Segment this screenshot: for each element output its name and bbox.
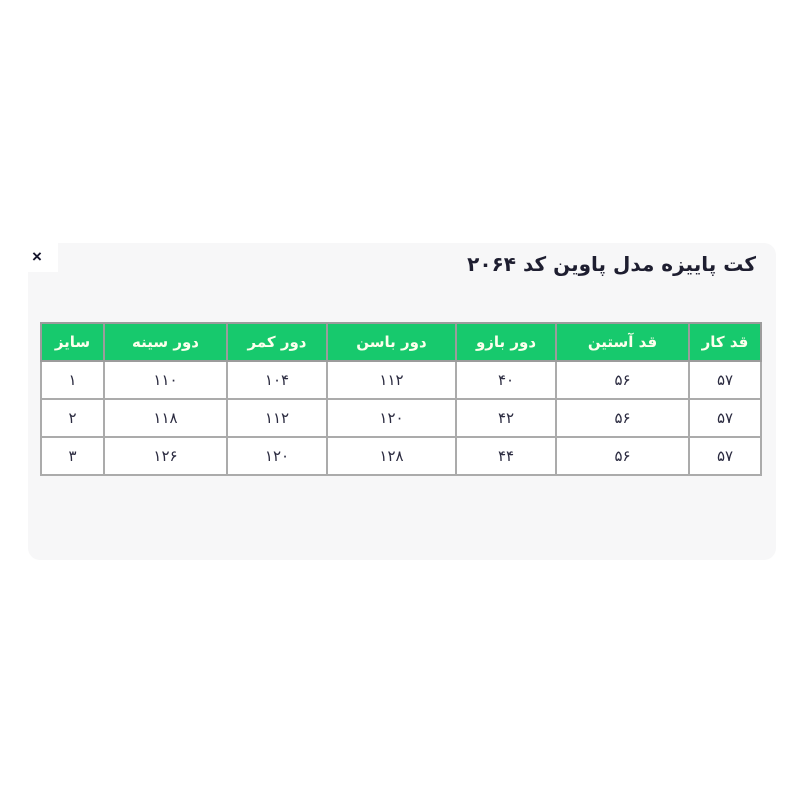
size-cell: ۵۶ — [555, 360, 690, 400]
table-row-size-1: ۵۷ ۵۶ ۴۰ ۱۱۲ ۱۰۴ ۱۱۰ ۱ — [40, 360, 762, 400]
size-cell: ۵۷ — [688, 398, 762, 438]
size-cell: ۱۲۶ — [103, 436, 228, 476]
size-chart-card: × کت پاییزه مدل پاوین کد ۲۰۶۴ قد کار قد … — [28, 238, 776, 560]
size-cell: ۱۲۰ — [326, 398, 457, 438]
size-cell: ۱ — [40, 360, 105, 400]
table-row-size-3: ۵۷ ۵۶ ۴۴ ۱۲۸ ۱۲۰ ۱۲۶ ۳ — [40, 436, 762, 476]
size-cell: ۱۱۲ — [226, 398, 328, 438]
column-header-dor-bazu: دور بازو — [455, 322, 557, 362]
size-cell: ۵۷ — [688, 436, 762, 476]
column-header-size: سایز — [40, 322, 105, 362]
close-button[interactable]: × — [28, 238, 58, 272]
close-icon: × — [32, 246, 42, 266]
product-title: کت پاییزه مدل پاوین کد ۲۰۶۴ — [467, 252, 756, 276]
column-header-dor-kamar: دور کمر — [226, 322, 328, 362]
column-header-qad-astin: قد آستین — [555, 322, 690, 362]
table-row-size-2: ۵۷ ۵۶ ۴۲ ۱۲۰ ۱۱۲ ۱۱۸ ۲ — [40, 398, 762, 438]
size-cell: ۵۶ — [555, 436, 690, 476]
size-cell: ۲ — [40, 398, 105, 438]
column-header-qad-kar: قد کار — [688, 322, 762, 362]
size-cell: ۵۷ — [688, 360, 762, 400]
size-cell: ۱۱۰ — [103, 360, 228, 400]
size-cell: ۱۲۰ — [226, 436, 328, 476]
size-cell: ۴۴ — [455, 436, 557, 476]
column-header-dor-sineh: دور سینه — [103, 322, 228, 362]
size-cell: ۱۱۲ — [326, 360, 457, 400]
size-cell: ۴۰ — [455, 360, 557, 400]
header-row: قد کار قد آستین دور بازو دور باسن دور کم… — [40, 322, 762, 362]
size-cell: ۱۱۸ — [103, 398, 228, 438]
size-cell: ۱۰۴ — [226, 360, 328, 400]
size-cell: ۳ — [40, 436, 105, 476]
size-cell: ۱۲۸ — [326, 436, 457, 476]
column-header-dor-basan: دور باسن — [326, 322, 457, 362]
size-cell: ۵۶ — [555, 398, 690, 438]
size-chart-table: قد کار قد آستین دور بازو دور باسن دور کم… — [40, 322, 762, 476]
size-cell: ۴۲ — [455, 398, 557, 438]
